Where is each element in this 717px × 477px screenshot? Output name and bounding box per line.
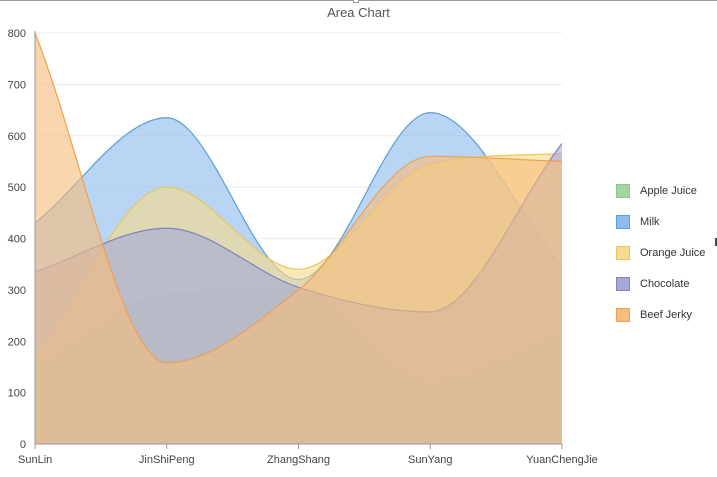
- chart-legend: Apple Juice Milk Orange Juice Chocolate Beef…: [616, 176, 705, 330]
- legend-label: Beef Jerky: [640, 308, 692, 321]
- y-tick-label: 800: [8, 28, 26, 40]
- resize-handle[interactable]: [353, 0, 359, 3]
- legend-swatch: [616, 184, 630, 199]
- chart-title: Area Chart: [327, 5, 390, 20]
- y-tick-label: 100: [8, 388, 26, 400]
- series-line-beef-jerky: [34, 32, 563, 364]
- legend-label: Orange Juice: [640, 246, 706, 259]
- legend-scroll-marker: [715, 238, 717, 246]
- y-tick-label: 400: [8, 234, 26, 246]
- series-area-beef-jerky: [35, 33, 562, 444]
- legend-label: Milk: [640, 216, 660, 229]
- legend-item-orange-juice[interactable]: Orange Juice: [616, 238, 705, 269]
- legend-swatch: [616, 307, 630, 322]
- x-tick-label: ZhangShang: [267, 454, 330, 466]
- legend-item-chocolate[interactable]: Chocolate: [616, 268, 705, 299]
- x-tick-label: SunYang: [408, 454, 452, 466]
- legend-swatch: [616, 276, 630, 291]
- y-tick-label: 600: [8, 131, 26, 143]
- legend-item-apple-juice[interactable]: Apple Juice: [616, 176, 705, 207]
- legend-swatch: [616, 215, 630, 230]
- legend-item-beef-jerky[interactable]: Beef Jerky: [616, 299, 705, 330]
- legend-swatch: [616, 245, 630, 260]
- y-tick-label: 300: [8, 285, 26, 297]
- y-tick-label: 200: [8, 336, 26, 348]
- y-tick-label: 700: [8, 79, 26, 91]
- x-tick-label: SunLin: [18, 454, 52, 466]
- legend-label: Chocolate: [640, 277, 690, 290]
- y-tick-label: 0: [20, 439, 26, 451]
- x-tick-label: YuanChengJie: [526, 454, 598, 466]
- x-tick-label: JinShiPeng: [139, 454, 195, 466]
- legend-item-milk[interactable]: Milk: [616, 207, 705, 238]
- legend-label: Apple Juice: [640, 185, 697, 198]
- y-tick-label: 500: [8, 182, 26, 194]
